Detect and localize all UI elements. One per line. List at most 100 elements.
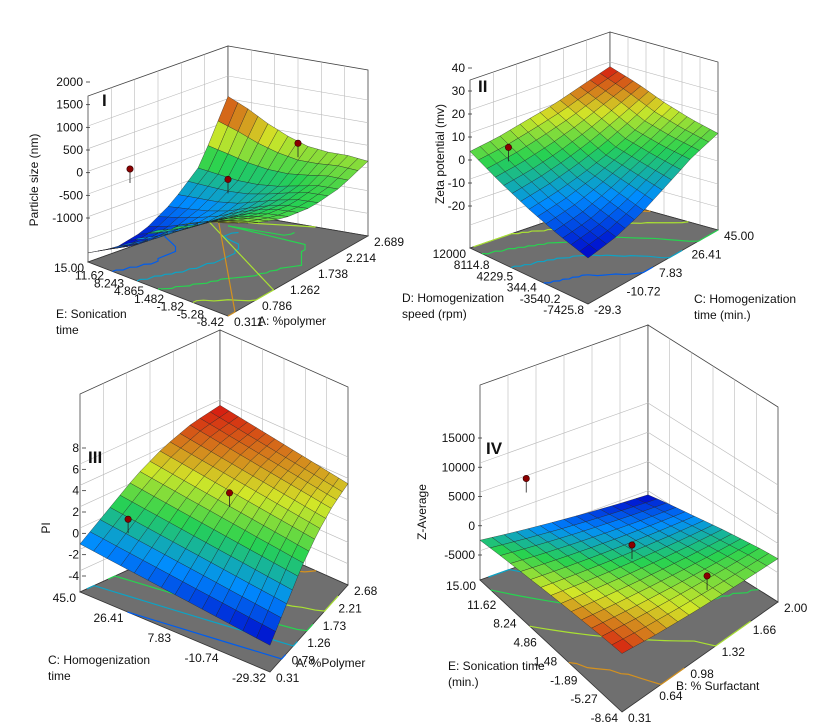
- x-axis-label: B: % Surfactant: [676, 679, 760, 693]
- z-axis-label: Zeta potential (mv): [433, 104, 447, 204]
- wall-gridline: [79, 399, 349, 465]
- y-tick-label: 7.83: [148, 631, 172, 645]
- panel-label: III: [88, 448, 102, 467]
- contour-line: [529, 620, 752, 647]
- x-tick-label: 26.41: [692, 248, 722, 262]
- x-tick-label: 1.738: [318, 267, 348, 281]
- x-axis-label: A: %polymer: [258, 314, 326, 328]
- y-axis-label: E: Sonication time: [448, 659, 545, 673]
- wall-gridline: [479, 402, 779, 486]
- y-tick-label: 8.24: [493, 617, 517, 631]
- wall-gridline: [469, 61, 719, 111]
- z-tick-label: -10: [448, 176, 466, 190]
- z-tick-label: 20: [452, 107, 466, 121]
- y-tick-label: 12000: [433, 247, 467, 261]
- y-tick-label: 4.86: [513, 636, 537, 650]
- x-tick-label: 1.66: [753, 623, 777, 637]
- response-surface: [479, 494, 779, 654]
- x-tick-label: -29.3: [594, 303, 622, 317]
- z-tick-label: -5000: [444, 548, 475, 562]
- contour-line: [157, 225, 306, 290]
- contour-line: [86, 584, 298, 647]
- chart-panel-iii: 8 6 4 2 0 -2 -4 PI 0.31 0.78 1.26 1.73 2.21 2.68 45.0 2…: [39, 329, 378, 685]
- x-tick-label: 0.64: [659, 689, 683, 703]
- y-axis-label: C: Homogenization: [48, 653, 150, 667]
- y-tick-label: 15.00: [54, 261, 84, 275]
- x-tick-label: 45.00: [724, 229, 754, 243]
- z-tick-label: 5000: [448, 490, 475, 504]
- y-tick-label: -1.89: [550, 673, 578, 687]
- y-tick-label: -5.27: [570, 692, 598, 706]
- surface-cell: [217, 222, 239, 224]
- z-tick-label: -4: [68, 569, 79, 583]
- x-axis-label: A: %Polymer: [296, 656, 365, 670]
- y-tick-label: 4229.5: [476, 269, 513, 283]
- contour-line: [136, 231, 240, 282]
- z-tick-label: 10000: [442, 460, 476, 474]
- x-tick-label: 1.26: [307, 636, 331, 650]
- y-tick-label: -8.42: [197, 315, 225, 329]
- y-tick-label: 26.41: [93, 611, 123, 625]
- z-tick-label: 6: [72, 462, 79, 476]
- x-tick-label: 0.31: [276, 671, 300, 685]
- z-tick-label: 1500: [56, 98, 83, 112]
- y-tick-label: 1.482: [134, 292, 164, 306]
- y-tick-label: -10.74: [184, 651, 218, 665]
- contour-line: [112, 231, 177, 273]
- z-axis-label: PI: [39, 522, 53, 533]
- y-tick-label: 11.62: [75, 269, 104, 283]
- contour-line: [511, 249, 683, 269]
- chart-panel-i: 2000 1500 1000 500 0 -500 -1000 Particle size (…: [27, 45, 404, 337]
- x-axis-label: time (min.): [694, 308, 751, 322]
- y-tick-label: 15.00: [446, 579, 476, 593]
- response-surface: [469, 66, 719, 259]
- z-axis-label: Z-Average: [415, 484, 429, 540]
- surface-cell: [256, 624, 276, 646]
- x-tick-label: 0.786: [262, 299, 292, 313]
- contour-line: [543, 266, 654, 284]
- y-axis-label: time: [56, 323, 79, 337]
- y-tick-label: 11.62: [467, 598, 496, 612]
- x-tick-label: 2.00: [784, 601, 808, 615]
- y-axis-label: E: Sonication: [56, 307, 127, 321]
- x-tick-label: 1.73: [323, 619, 347, 633]
- z-tick-label: 0: [72, 526, 79, 540]
- y-tick-label: -1.82: [157, 300, 185, 314]
- x-tick-label: 0.31: [628, 711, 652, 725]
- z-tick-label: 2: [72, 505, 79, 519]
- design-point: [294, 139, 302, 147]
- z-tick-label: 1000: [56, 120, 83, 134]
- design-point: [226, 489, 234, 497]
- x-tick-label: 1.262: [290, 283, 320, 297]
- z-tick-label: -500: [59, 188, 83, 202]
- y-tick-label: -7425.8: [543, 303, 584, 317]
- y-tick-label: 1.48: [534, 654, 558, 668]
- panel-label: IV: [486, 439, 503, 458]
- z-tick-label: 8: [72, 441, 79, 455]
- z-tick-label: -1000: [52, 211, 83, 225]
- wall-gridline: [87, 75, 369, 127]
- z-tick-label: -20: [448, 199, 466, 213]
- x-tick-label: 2.68: [354, 584, 378, 598]
- x-tick-label: -10.72: [627, 285, 661, 299]
- design-point: [124, 515, 132, 523]
- x-axis-label: C: Homogenization: [694, 292, 796, 306]
- z-tick-label: 0: [458, 153, 465, 167]
- x-tick-label: 0.98: [690, 667, 714, 681]
- surface-cell: [611, 638, 634, 654]
- contour-line: [568, 661, 685, 686]
- x-tick-label: 2.214: [346, 251, 376, 265]
- chart-panel-iv: 15000 10000 5000 0 -5000 Z-Average 0.31 0.64 0.9…: [415, 324, 808, 725]
- y-axis-label: (min.): [448, 675, 479, 689]
- x-tick-label: 1.32: [722, 645, 746, 659]
- z-tick-label: 500: [63, 143, 83, 157]
- y-tick-label: 4.865: [114, 284, 144, 298]
- z-tick-label: 4: [72, 484, 79, 498]
- z-tick-label: 30: [452, 84, 466, 98]
- wall-gridline: [479, 431, 779, 515]
- z-tick-label: 15000: [442, 431, 476, 445]
- y-tick-label: -8.64: [591, 711, 619, 725]
- x-tick-label: 7.83: [659, 266, 683, 280]
